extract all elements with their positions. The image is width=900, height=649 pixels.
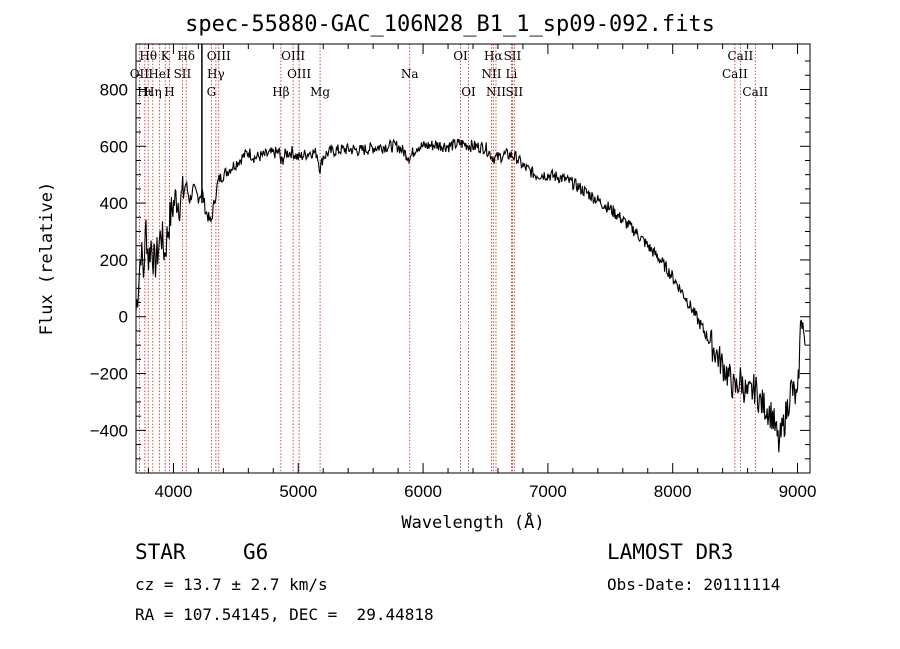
y-tick-label-1: −200	[90, 365, 128, 384]
y-tick-label-4: 400	[100, 194, 128, 213]
line-label-middle-4: OIII	[287, 67, 311, 81]
line-label-bottom-1: Hη	[144, 85, 162, 99]
x-tick-label-4: 8000	[654, 482, 692, 501]
line-label-middle-2: SII	[174, 67, 192, 81]
line-label-bottom-5: Mg	[310, 85, 330, 99]
redshift-text: cz = 13.7 ± 2.7 km/s	[135, 575, 328, 594]
x-axis-label: Wavelength (Å)	[401, 511, 544, 533]
y-tick-label-6: 800	[100, 80, 128, 99]
line-label-middle-3: Hγ	[207, 67, 225, 81]
line-label-bottom-2: H	[164, 85, 174, 99]
x-tick-label-0: 4000	[155, 482, 193, 501]
line-label-middle-7: Li	[506, 67, 518, 81]
y-tick-label-2: 0	[119, 308, 128, 327]
line-label-top-6: Hα	[484, 49, 503, 63]
line-label-top-5: OI	[453, 49, 468, 63]
survey-name: LAMOST DR3	[607, 540, 733, 564]
x-tick-label-3: 7000	[529, 482, 567, 501]
x-tick-label-2: 6000	[404, 482, 442, 501]
line-label-bottom-9: CaII	[742, 85, 768, 99]
line-label-middle-6: NII	[481, 67, 501, 81]
line-label-top-0: Hθ	[139, 49, 157, 63]
y-tick-label-3: 200	[100, 251, 128, 270]
coordinates-text: RA = 107.54145, DEC = 29.44818	[135, 605, 434, 624]
y-tick-label-0: −400	[90, 421, 128, 440]
object-class: STAR	[135, 540, 186, 564]
line-label-top-2: Hδ	[177, 49, 195, 63]
y-axis-ticks: −400 −200 0 200 400 600 800	[90, 61, 810, 459]
y-axis-label: Flux (relative)	[37, 182, 57, 336]
line-label-top-1: K	[161, 49, 171, 63]
x-tick-label-1: 5000	[279, 482, 317, 501]
line-label-middle-1: HeI	[148, 67, 171, 81]
line-label-bottom-4: Hβ	[272, 85, 289, 99]
line-label-bottom-8: SII	[505, 85, 523, 99]
spectrum-line	[136, 139, 805, 452]
line-label-top-3: OIII	[207, 49, 231, 63]
line-label-top-7: SII	[504, 49, 522, 63]
line-label-top-4: OIII	[281, 49, 305, 63]
line-label-bottom-6: OI	[461, 85, 476, 99]
object-subclass: G6	[243, 540, 268, 564]
line-label-top-8: CaII	[727, 49, 753, 63]
obs-date-text: Obs-Date: 20111114	[607, 575, 780, 594]
line-label-middle-8: CaII	[722, 67, 748, 81]
line-label-bottom-3: G	[207, 85, 217, 99]
x-axis-ticks: 4000 5000 6000 7000 8000 9000	[148, 44, 816, 501]
y-tick-label-5: 600	[100, 137, 128, 156]
plot-frame	[136, 44, 810, 473]
line-label-middle-5: Na	[401, 67, 419, 81]
x-tick-label-5: 9000	[779, 482, 817, 501]
line-label-bottom-7: NII	[486, 85, 506, 99]
line-label-middle-0: OII	[130, 67, 150, 81]
